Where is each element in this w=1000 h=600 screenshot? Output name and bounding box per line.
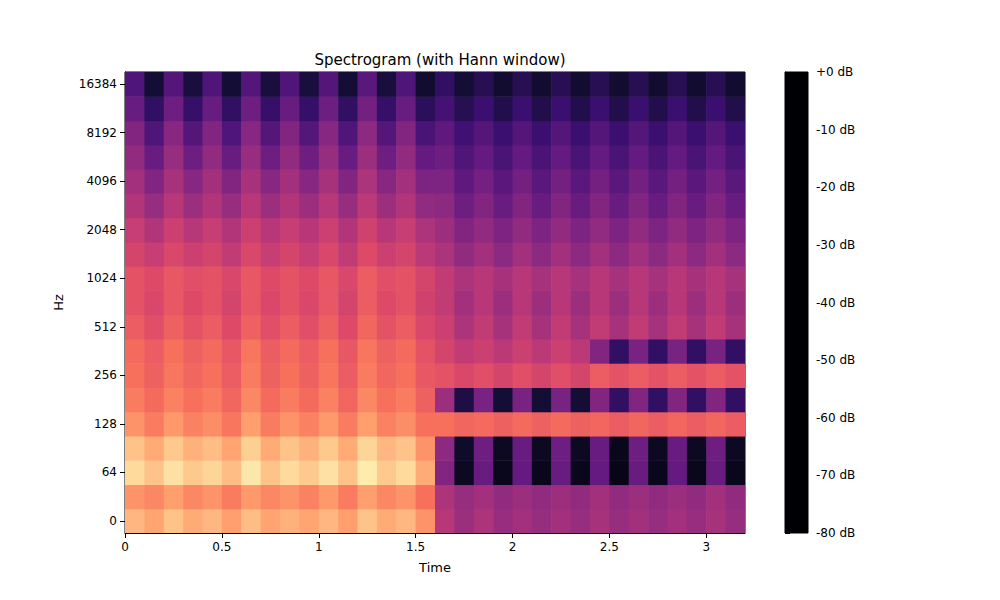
- svg-text:0: 0: [121, 540, 129, 554]
- svg-text:2048: 2048: [86, 223, 117, 237]
- svg-text:Hz: Hz: [51, 294, 66, 311]
- svg-text:2.5: 2.5: [600, 540, 619, 554]
- svg-text:2: 2: [509, 540, 517, 554]
- svg-text:-50 dB: -50 dB: [816, 353, 855, 367]
- svg-text:+0 dB: +0 dB: [816, 65, 853, 79]
- svg-text:-40 dB: -40 dB: [816, 296, 855, 310]
- svg-text:0: 0: [109, 514, 117, 528]
- svg-text:0.5: 0.5: [212, 540, 231, 554]
- svg-text:256: 256: [94, 368, 117, 382]
- svg-text:-10 dB: -10 dB: [816, 123, 855, 137]
- svg-text:16384: 16384: [79, 77, 117, 91]
- svg-text:64: 64: [102, 465, 117, 479]
- svg-text:Time: Time: [418, 560, 451, 575]
- svg-text:-30 dB: -30 dB: [816, 238, 855, 252]
- svg-text:Spectrogram (with Hann window): Spectrogram (with Hann window): [314, 51, 565, 69]
- svg-text:4096: 4096: [86, 174, 117, 188]
- svg-text:-80 dB: -80 dB: [816, 526, 855, 540]
- svg-text:128: 128: [94, 417, 117, 431]
- svg-text:-20 dB: -20 dB: [816, 180, 855, 194]
- svg-text:1024: 1024: [86, 271, 117, 285]
- svg-text:8192: 8192: [86, 126, 117, 140]
- svg-text:1.5: 1.5: [406, 540, 425, 554]
- svg-text:1: 1: [315, 540, 323, 554]
- svg-text:-60 dB: -60 dB: [816, 411, 855, 425]
- svg-text:3: 3: [702, 540, 710, 554]
- svg-text:512: 512: [94, 320, 117, 334]
- svg-text:-70 dB: -70 dB: [816, 468, 855, 482]
